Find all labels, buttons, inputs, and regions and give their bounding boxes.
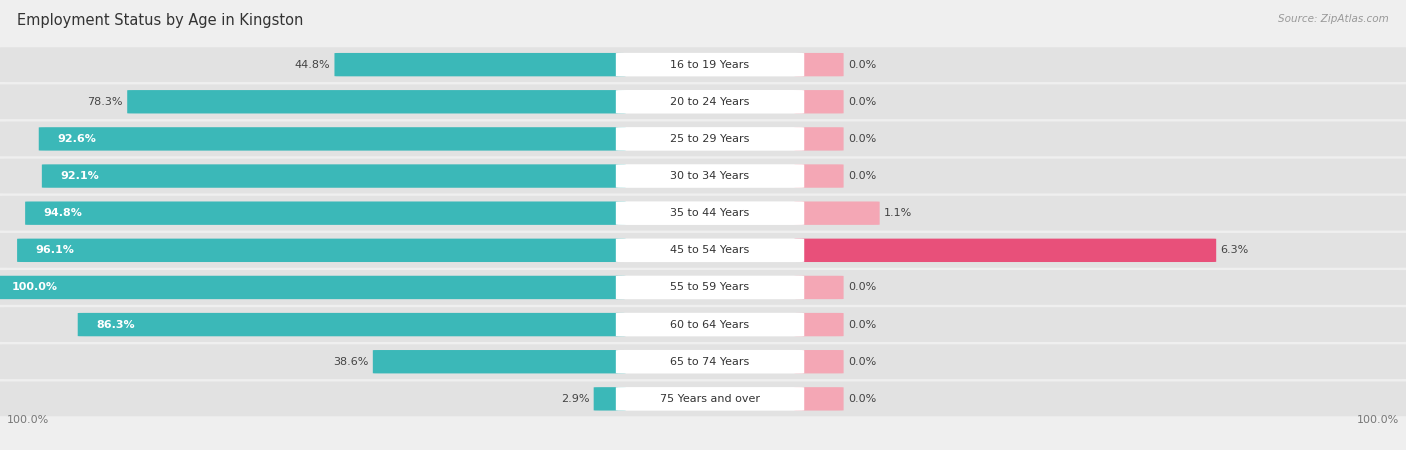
Text: 75 Years and over: 75 Years and over [659, 394, 761, 404]
FancyBboxPatch shape [0, 382, 1406, 416]
Text: 44.8%: 44.8% [295, 60, 330, 70]
FancyBboxPatch shape [616, 276, 804, 299]
FancyBboxPatch shape [593, 387, 626, 410]
Text: 16 to 19 Years: 16 to 19 Years [671, 60, 749, 70]
FancyBboxPatch shape [0, 85, 1406, 119]
Text: 0.0%: 0.0% [848, 134, 876, 144]
FancyBboxPatch shape [794, 238, 1216, 262]
FancyBboxPatch shape [794, 350, 844, 374]
FancyBboxPatch shape [39, 127, 626, 151]
Text: 65 to 74 Years: 65 to 74 Years [671, 357, 749, 367]
Text: 1.1%: 1.1% [884, 208, 912, 218]
FancyBboxPatch shape [0, 47, 1406, 82]
FancyBboxPatch shape [616, 127, 804, 151]
FancyBboxPatch shape [794, 276, 844, 299]
Text: 55 to 59 Years: 55 to 59 Years [671, 283, 749, 293]
FancyBboxPatch shape [0, 276, 626, 299]
FancyBboxPatch shape [0, 233, 1406, 268]
FancyBboxPatch shape [616, 350, 804, 374]
FancyBboxPatch shape [0, 270, 1406, 305]
FancyBboxPatch shape [0, 159, 1406, 194]
FancyBboxPatch shape [794, 387, 844, 410]
FancyBboxPatch shape [0, 122, 1406, 156]
Text: 92.1%: 92.1% [60, 171, 98, 181]
FancyBboxPatch shape [616, 90, 804, 113]
FancyBboxPatch shape [77, 313, 626, 336]
Text: 100.0%: 100.0% [11, 283, 58, 293]
Text: 86.3%: 86.3% [96, 320, 135, 329]
FancyBboxPatch shape [794, 313, 844, 336]
FancyBboxPatch shape [42, 164, 626, 188]
Text: 94.8%: 94.8% [44, 208, 83, 218]
FancyBboxPatch shape [0, 307, 1406, 342]
Text: 0.0%: 0.0% [848, 320, 876, 329]
Text: 25 to 29 Years: 25 to 29 Years [671, 134, 749, 144]
Text: 20 to 24 Years: 20 to 24 Years [671, 97, 749, 107]
FancyBboxPatch shape [616, 164, 804, 188]
Text: Source: ZipAtlas.com: Source: ZipAtlas.com [1278, 14, 1389, 23]
FancyBboxPatch shape [616, 202, 804, 225]
FancyBboxPatch shape [17, 238, 626, 262]
Text: 60 to 64 Years: 60 to 64 Years [671, 320, 749, 329]
FancyBboxPatch shape [616, 313, 804, 336]
Text: 0.0%: 0.0% [848, 394, 876, 404]
FancyBboxPatch shape [335, 53, 626, 76]
Text: 38.6%: 38.6% [333, 357, 368, 367]
Text: 45 to 54 Years: 45 to 54 Years [671, 245, 749, 255]
FancyBboxPatch shape [616, 387, 804, 411]
FancyBboxPatch shape [373, 350, 626, 374]
FancyBboxPatch shape [794, 90, 844, 113]
FancyBboxPatch shape [616, 238, 804, 262]
Text: 96.1%: 96.1% [35, 245, 75, 255]
Text: 0.0%: 0.0% [848, 357, 876, 367]
Text: 100.0%: 100.0% [1357, 415, 1399, 425]
Text: 2.9%: 2.9% [561, 394, 589, 404]
FancyBboxPatch shape [794, 127, 844, 151]
FancyBboxPatch shape [616, 53, 804, 76]
Text: 35 to 44 Years: 35 to 44 Years [671, 208, 749, 218]
Text: 6.3%: 6.3% [1220, 245, 1249, 255]
Text: 92.6%: 92.6% [58, 134, 96, 144]
Text: 100.0%: 100.0% [7, 415, 49, 425]
Text: 0.0%: 0.0% [848, 171, 876, 181]
Text: Employment Status by Age in Kingston: Employment Status by Age in Kingston [17, 14, 304, 28]
FancyBboxPatch shape [127, 90, 626, 113]
FancyBboxPatch shape [794, 164, 844, 188]
Text: 78.3%: 78.3% [87, 97, 122, 107]
FancyBboxPatch shape [794, 202, 880, 225]
Text: 0.0%: 0.0% [848, 60, 876, 70]
FancyBboxPatch shape [25, 202, 626, 225]
Text: 0.0%: 0.0% [848, 97, 876, 107]
Text: 0.0%: 0.0% [848, 283, 876, 293]
FancyBboxPatch shape [0, 344, 1406, 379]
Text: 30 to 34 Years: 30 to 34 Years [671, 171, 749, 181]
FancyBboxPatch shape [0, 196, 1406, 230]
FancyBboxPatch shape [794, 53, 844, 76]
